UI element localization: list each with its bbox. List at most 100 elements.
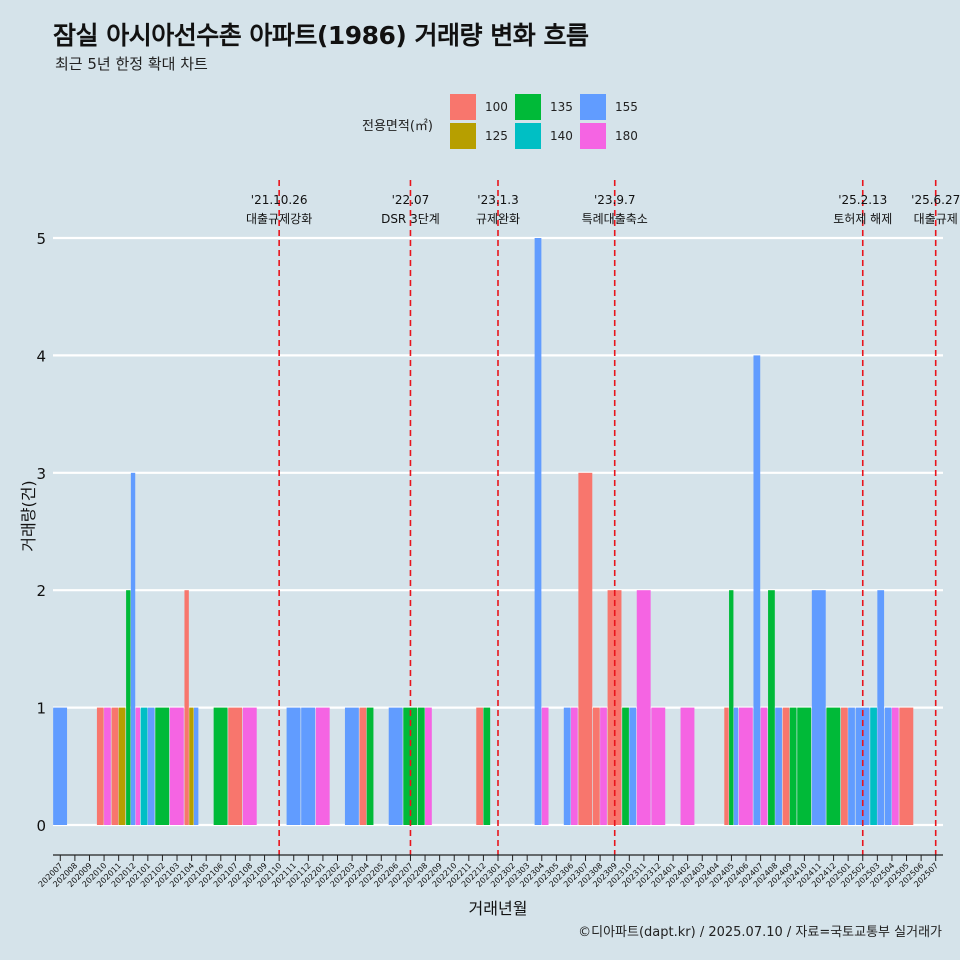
y-tick-label: 4 xyxy=(36,347,46,365)
bar-202103-180 xyxy=(169,707,184,825)
bar-202102-135 xyxy=(155,707,170,825)
bar-202409-100 xyxy=(782,707,790,825)
legend-label: 180 xyxy=(615,129,638,143)
y-axis-title: 거래량(건) xyxy=(19,480,38,551)
legend-swatch xyxy=(450,94,476,120)
event-date: '25.2.13 xyxy=(838,193,887,207)
event-date: '22.07 xyxy=(392,193,430,207)
bar-202011-125 xyxy=(118,707,126,825)
event-date: '23.9.7 xyxy=(594,193,635,207)
bar-202309-100 xyxy=(607,590,622,825)
source-caption: ©디아파트(dapt.kr) / 2025.07.10 / 자료=국토교통부 실… xyxy=(578,925,942,940)
bar-202111-155 xyxy=(286,707,301,825)
y-tick-label: 0 xyxy=(36,817,46,835)
bar-202311-180 xyxy=(636,590,651,825)
event-markers: '21.10.26 대출규제강화 '22.07 DSR 3단계 '23.1.3 규제완화 '… xyxy=(246,180,960,855)
legend-label: 155 xyxy=(615,100,638,114)
bar-202208-180 xyxy=(425,707,432,825)
bar-202412-135 xyxy=(826,707,841,825)
bar-202310-135 xyxy=(622,707,629,825)
bar-202411-155 xyxy=(811,590,826,825)
bar-202504-180 xyxy=(891,707,899,825)
bar-202104-125 xyxy=(189,707,194,825)
event-label: 토허제 해제 xyxy=(833,212,892,226)
bar-202208-135 xyxy=(417,707,425,825)
legend-swatch xyxy=(450,123,476,149)
bar-202501-155 xyxy=(848,707,855,825)
bar-202304-155 xyxy=(534,238,542,825)
bar-202405-135 xyxy=(729,590,734,825)
bar-202306-180 xyxy=(570,707,578,825)
bar-202312-180 xyxy=(651,707,666,825)
bar-202407-180 xyxy=(760,707,768,825)
bar-202409-135 xyxy=(789,707,797,825)
bar-202012-135 xyxy=(126,590,131,825)
y-tick-label: 3 xyxy=(36,465,46,483)
bar-202402-180 xyxy=(680,707,695,825)
event-label: DSR 3단계 xyxy=(381,212,440,226)
bar-202405-155 xyxy=(733,707,739,825)
bar-202308-100 xyxy=(592,707,600,825)
bar-202410-135 xyxy=(797,707,812,825)
bar-202010-180 xyxy=(104,707,111,825)
bar-202207-135 xyxy=(403,707,418,825)
bar-202112-155 xyxy=(301,707,316,825)
bar-202204-135 xyxy=(366,707,374,825)
event-label: 규제완화 xyxy=(476,212,520,226)
bar-202408-135 xyxy=(768,590,775,825)
bar-202108-180 xyxy=(242,707,257,825)
bar-202101-155 xyxy=(147,707,155,825)
legend-swatch xyxy=(580,123,606,149)
event-date: '25.6.27 xyxy=(911,193,960,207)
legend-label: 125 xyxy=(485,129,508,143)
legend-label: 135 xyxy=(550,100,573,114)
bar-202203-155 xyxy=(344,707,359,825)
bar-202104-155 xyxy=(193,707,199,825)
bar-202304-180 xyxy=(541,707,549,825)
bar-202007-155 xyxy=(53,707,68,825)
bar-202502-155 xyxy=(855,707,870,825)
bar-202407-155 xyxy=(753,355,761,825)
bar-202503-140 xyxy=(870,707,877,825)
bar-202107-100 xyxy=(228,707,243,825)
event-label: 대출규제강화 xyxy=(246,212,312,226)
bar-202012-155 xyxy=(130,472,136,825)
event-label: 대출규제 xyxy=(914,212,958,226)
chart-title: 잠실 아시아선수촌 아파트(1986) 거래량 변화 흐름 xyxy=(53,21,589,50)
legend-title: 전용면적(㎡) xyxy=(362,119,433,134)
chart-subtitle: 최근 5년 한정 확대 차트 xyxy=(55,55,208,73)
bar-202010-100 xyxy=(96,707,104,825)
legend-swatch xyxy=(515,123,541,149)
bar-202104-100 xyxy=(184,590,189,825)
bar-202503-155 xyxy=(877,590,885,825)
bar-202405-100 xyxy=(724,707,729,825)
event-date: '21.10.26 xyxy=(251,193,308,207)
bar-202310-155 xyxy=(629,707,637,825)
bar-202212-100 xyxy=(476,707,484,825)
bar-202505-100 xyxy=(899,707,914,825)
event-date: '23.1.3 xyxy=(477,193,518,207)
bar-202212-135 xyxy=(483,707,491,825)
bar-202306-155 xyxy=(563,707,571,825)
legend-label: 140 xyxy=(550,129,573,143)
bar-202011-100 xyxy=(111,707,119,825)
legend-swatch xyxy=(515,94,541,120)
legend-swatch xyxy=(580,94,606,120)
bars xyxy=(53,238,914,825)
bar-202307-100 xyxy=(578,472,593,825)
bar-202206-155 xyxy=(388,707,403,825)
bar-202406-180 xyxy=(738,707,753,825)
y-tick-label: 2 xyxy=(36,582,46,600)
bar-202106-135 xyxy=(213,707,228,825)
legend-label: 100 xyxy=(485,100,508,114)
bar-202504-155 xyxy=(884,707,892,825)
bar-202501-100 xyxy=(841,707,848,825)
bar-202012-180 xyxy=(135,707,140,825)
bar-202101-140 xyxy=(140,707,148,825)
y-tick-label: 1 xyxy=(36,700,46,718)
bar-202201-180 xyxy=(315,707,330,825)
bar-202408-155 xyxy=(775,707,782,825)
x-axis-title: 거래년월 xyxy=(469,899,528,918)
bar-202204-100 xyxy=(359,707,367,825)
